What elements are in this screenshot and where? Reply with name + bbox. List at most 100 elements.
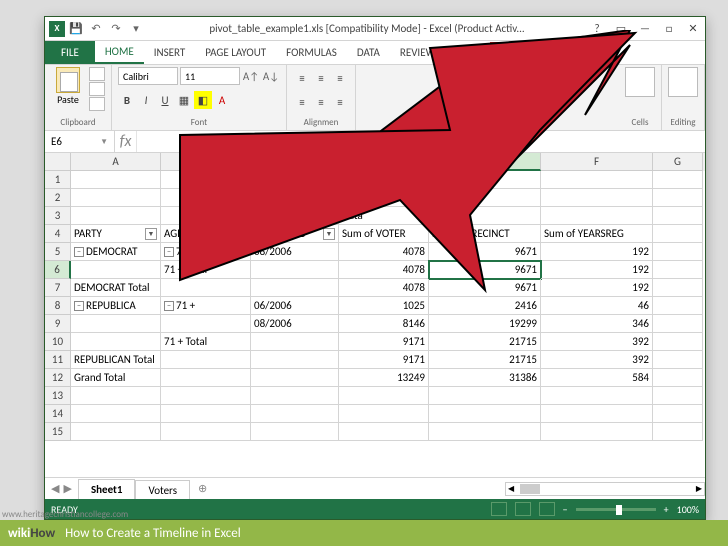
grow-font-icon[interactable]: A↑ — [242, 67, 260, 85]
view-break-icon[interactable] — [539, 502, 555, 516]
filter-dropdown-icon[interactable]: ▼ — [323, 228, 335, 240]
zoom-out-button[interactable]: − — [563, 503, 568, 516]
redo-icon[interactable]: ↷ — [107, 20, 125, 38]
tab-review[interactable]: REVIEW — [390, 41, 446, 64]
spreadsheet-grid: A B C D E F G 1 2 3Data 4 PARTY▼ AGE GRO… — [45, 153, 705, 477]
italic-button[interactable]: I — [137, 91, 155, 109]
ribbon-group-clipboard: Paste Clipboard — [45, 65, 112, 130]
tab-view[interactable]: VIEW — [445, 41, 489, 64]
formula-bar: E6 ▼ fx — [45, 131, 705, 153]
undo-icon[interactable]: ↶ — [87, 20, 105, 38]
tab-insert[interactable]: INSERT — [144, 41, 196, 64]
font-name-select[interactable]: Calibri — [118, 67, 178, 85]
underline-button[interactable]: U — [156, 91, 174, 109]
row-header[interactable]: 15 — [45, 423, 71, 441]
close-icon[interactable]: ✕ — [681, 18, 705, 40]
fx-icon[interactable]: fx — [115, 131, 137, 152]
col-header-a[interactable]: A — [71, 153, 161, 171]
name-box[interactable]: E6 ▼ — [45, 131, 115, 152]
help-icon[interactable]: ? — [585, 18, 609, 40]
cells-button[interactable] — [625, 67, 655, 97]
col-header-c[interactable]: C — [251, 153, 339, 171]
ribbon-collapse-icon[interactable]: ▭ — [609, 18, 633, 40]
tab-file[interactable]: FILE — [45, 41, 95, 64]
cell[interactable] — [71, 171, 161, 189]
filter-dropdown-icon[interactable]: ▼ — [235, 228, 247, 240]
col-header-e[interactable]: E — [429, 153, 541, 171]
paste-button[interactable]: Paste — [51, 67, 85, 106]
sheet-nav-prev-icon[interactable]: ◀ — [51, 482, 59, 495]
sheet-nav-next-icon[interactable]: ▶ — [63, 482, 71, 495]
zoom-in-button[interactable]: + — [664, 503, 669, 516]
row-header[interactable]: 11 — [45, 351, 71, 369]
collapse-icon[interactable]: − — [164, 301, 174, 311]
row-header[interactable]: 1 — [45, 171, 71, 189]
zoom-slider[interactable] — [576, 508, 656, 511]
format-painter-icon[interactable] — [89, 97, 105, 111]
sheet-tabs: ◀ ▶ Sheet1 Voters ⊕ ◀▶ — [45, 477, 705, 499]
col-header-d[interactable]: D — [339, 153, 429, 171]
window-title: pivot_table_example1.xls [Compatibility … — [149, 22, 585, 35]
row-header[interactable]: 3 — [45, 207, 71, 225]
collapse-icon[interactable]: − — [74, 247, 84, 257]
horizontal-scrollbar[interactable]: ◀▶ — [505, 482, 705, 496]
row-header[interactable]: 12 — [45, 369, 71, 387]
editing-button[interactable] — [668, 67, 698, 97]
collapse-icon[interactable]: − — [74, 301, 84, 311]
sheet-tab-voters[interactable]: Voters — [135, 480, 190, 500]
tab-analyze[interactable]: ANALYZE — [490, 42, 553, 63]
ribbon-tabs: FILE HOME INSERT PAGE LAYOUT FORMULAS DA… — [45, 41, 705, 65]
align-right-icon[interactable]: ≡ — [331, 93, 349, 111]
formula-input[interactable] — [137, 131, 705, 152]
collapse-icon[interactable]: − — [164, 247, 174, 257]
align-left-icon[interactable]: ≡ — [293, 93, 311, 111]
font-color-button[interactable]: A — [213, 91, 231, 109]
tab-data[interactable]: DATA — [347, 41, 390, 64]
row-header[interactable]: 8 — [45, 297, 71, 315]
new-sheet-button[interactable]: ⊕ — [190, 482, 215, 495]
align-bottom-icon[interactable]: ≡ — [331, 69, 349, 87]
col-header-g[interactable]: G — [653, 153, 703, 171]
fill-color-button[interactable]: ◧ — [194, 91, 212, 109]
border-button[interactable]: ▦ — [175, 91, 193, 109]
col-header-f[interactable]: F — [541, 153, 653, 171]
wikihow-logo: wikiHow — [0, 526, 63, 541]
bold-button[interactable]: B — [118, 91, 136, 109]
title-bar: X 💾 ↶ ↷ ▾ pivot_table_example1.xls [Comp… — [45, 17, 705, 41]
selected-cell[interactable]: 9671 — [429, 261, 541, 279]
row-header[interactable]: 7 — [45, 279, 71, 297]
view-normal-icon[interactable] — [491, 502, 507, 516]
filter-dropdown-icon[interactable]: ▼ — [145, 228, 157, 240]
row-header[interactable]: 14 — [45, 405, 71, 423]
cut-icon[interactable] — [89, 67, 105, 81]
chevron-down-icon: ▼ — [100, 137, 108, 147]
minimize-icon[interactable]: — — [633, 18, 657, 40]
align-center-icon[interactable]: ≡ — [312, 93, 330, 111]
shrink-font-icon[interactable]: A↓ — [262, 67, 280, 85]
tab-home[interactable]: HOME — [95, 41, 144, 64]
select-all-corner[interactable] — [45, 153, 71, 171]
row-header[interactable]: 4 — [45, 225, 71, 243]
sheet-tab-sheet1[interactable]: Sheet1 — [78, 479, 136, 501]
excel-icon: X — [49, 21, 65, 37]
font-size-select[interactable]: 11 — [180, 67, 240, 85]
tab-page-layout[interactable]: PAGE LAYOUT — [195, 41, 276, 64]
tab-design[interactable]: DES — [553, 41, 590, 64]
tab-formulas[interactable]: FORMULAS — [276, 41, 347, 64]
row-header[interactable]: 13 — [45, 387, 71, 405]
row-header[interactable]: 10 — [45, 333, 71, 351]
align-top-icon[interactable]: ≡ — [293, 69, 311, 87]
view-layout-icon[interactable] — [515, 502, 531, 516]
article-title: How to Create a Timeline in Excel — [63, 526, 241, 541]
row-header[interactable]: 5 — [45, 243, 71, 261]
row-header[interactable]: 9 — [45, 315, 71, 333]
save-icon[interactable]: 💾 — [67, 20, 85, 38]
col-header-b[interactable]: B — [161, 153, 251, 171]
copy-icon[interactable] — [89, 82, 105, 96]
cell[interactable]: PARTY▼ — [71, 225, 161, 243]
row-header[interactable]: 2 — [45, 189, 71, 207]
qat-dropdown-icon[interactable]: ▾ — [127, 20, 145, 38]
row-header[interactable]: 6 — [45, 261, 71, 279]
align-middle-icon[interactable]: ≡ — [312, 69, 330, 87]
maximize-icon[interactable]: □ — [657, 18, 681, 40]
